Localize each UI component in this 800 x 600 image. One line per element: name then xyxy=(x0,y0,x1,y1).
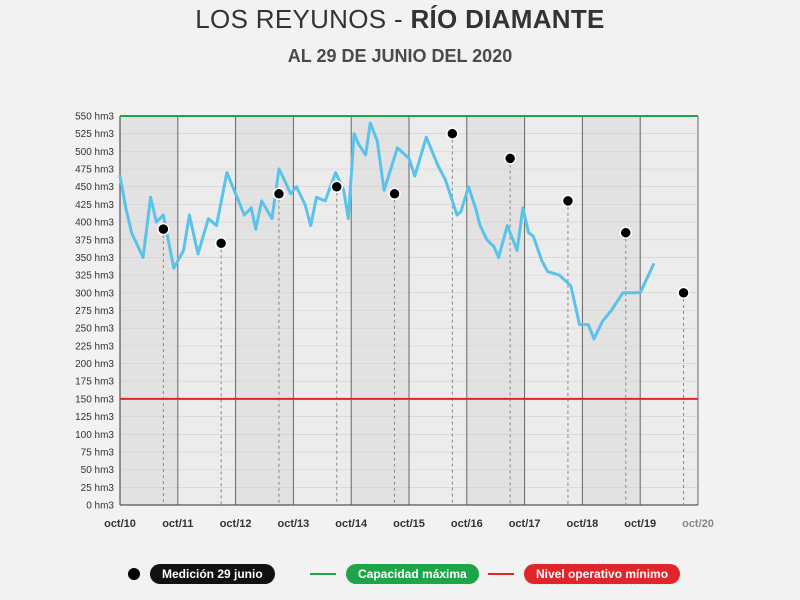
measurement-point xyxy=(388,187,401,201)
y-tick-label: 125 hm3 xyxy=(75,412,114,423)
y-tick-label: 375 hm3 xyxy=(75,235,114,246)
measurement-point xyxy=(157,222,170,236)
y-tick-label: 525 hm3 xyxy=(75,129,114,140)
x-tick-label: oct/19 xyxy=(624,518,656,530)
x-tick-label: oct/10 xyxy=(104,518,136,530)
legend-capacity-label: Capacidad máxima xyxy=(346,564,479,584)
y-tick-label: 325 hm3 xyxy=(75,271,114,282)
y-tick-label: 400 hm3 xyxy=(75,218,114,229)
chart-subtitle: AL 29 DE JUNIO DEL 2020 xyxy=(287,46,513,66)
y-tick-label: 450 hm3 xyxy=(75,182,114,193)
y-tick-label: 250 hm3 xyxy=(75,324,114,335)
x-tick-label: oct/16 xyxy=(451,518,483,530)
y-tick-label: 275 hm3 xyxy=(75,306,114,317)
measurement-point xyxy=(330,180,343,193)
x-tick-label: oct/12 xyxy=(220,518,252,530)
y-tick-label: 150 hm3 xyxy=(75,394,114,405)
y-tick-label: 475 hm3 xyxy=(75,165,114,176)
y-tick-label: 200 hm3 xyxy=(75,359,114,370)
measurement-point xyxy=(214,237,228,250)
x-tick-label: oct/13 xyxy=(278,518,310,530)
legend-item-capacity: Capacidad máxima xyxy=(310,562,479,586)
chart-title: LOS REYUNOS - RÍO DIAMANTE xyxy=(0,4,800,35)
measurement-point xyxy=(619,226,632,239)
x-tick-label: oct/20 xyxy=(682,518,714,530)
y-tick-label: 550 hm3 xyxy=(75,112,114,123)
y-tick-label: 75 hm3 xyxy=(81,447,115,458)
y-tick-label: 100 hm3 xyxy=(75,430,114,441)
x-tick-label: oct/15 xyxy=(393,518,425,530)
legend-minimum-line-icon xyxy=(488,573,514,575)
x-tick-label: oct/11 xyxy=(162,518,193,530)
legend: Medición 29 junio Capacidad máxima Nivel… xyxy=(0,562,800,586)
y-tick-label: 175 hm3 xyxy=(75,377,114,388)
measurement-point xyxy=(503,152,517,165)
measurement-point xyxy=(446,127,459,140)
legend-minimum-label: Nivel operativo mínimo xyxy=(524,564,681,584)
legend-marker-label: Medición 29 junio xyxy=(150,564,275,584)
y-tick-label: 350 hm3 xyxy=(75,253,114,264)
title-prefix: LOS REYUNOS - xyxy=(195,4,411,34)
x-tick-label: oct/18 xyxy=(567,518,599,530)
y-tick-label: 50 hm3 xyxy=(81,465,115,476)
legend-item-minimum: Nivel operativo mínimo xyxy=(488,562,681,586)
title-bold: RÍO DIAMANTE xyxy=(410,4,605,34)
measurement-point xyxy=(272,187,286,201)
y-tick-label: 500 hm3 xyxy=(75,147,114,158)
series-line xyxy=(118,121,655,341)
legend-marker-dot-icon xyxy=(128,568,140,580)
y-tick-label: 25 hm3 xyxy=(81,483,115,494)
measurement-point xyxy=(677,286,690,300)
y-tick-label: 225 hm3 xyxy=(75,341,114,352)
measurement-point xyxy=(561,194,575,208)
x-tick-label: oct/14 xyxy=(335,518,368,530)
legend-capacity-line-icon xyxy=(310,573,336,575)
y-tick-label: 300 hm3 xyxy=(75,288,114,299)
y-tick-label: 425 hm3 xyxy=(75,200,114,211)
y-tick-label: 0 hm3 xyxy=(86,501,114,512)
x-tick-label: oct/17 xyxy=(509,518,541,530)
legend-item-marker: Medición 29 junio xyxy=(128,562,275,586)
